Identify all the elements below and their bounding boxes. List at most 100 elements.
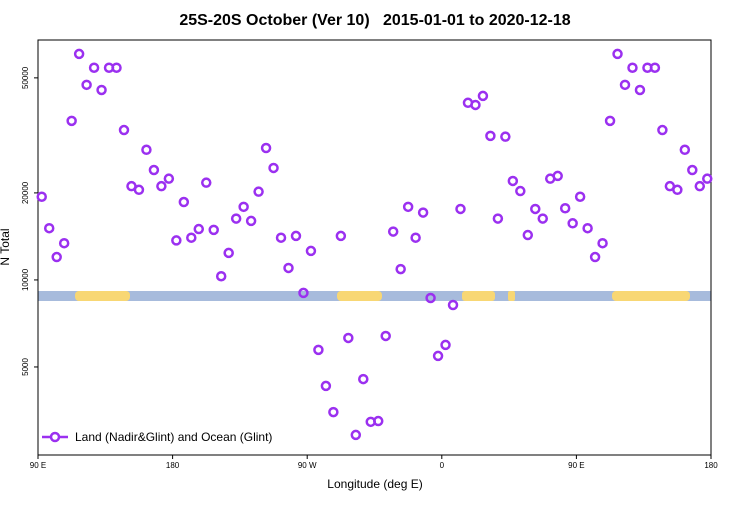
y-tick-label: 50000 bbox=[21, 66, 30, 89]
y-tick-label: 20000 bbox=[21, 181, 30, 204]
point bbox=[387, 226, 399, 237]
x-tick-label: 180 bbox=[704, 461, 718, 470]
point bbox=[612, 48, 623, 60]
point bbox=[417, 207, 429, 218]
point bbox=[537, 213, 548, 224]
point bbox=[485, 130, 496, 142]
point bbox=[313, 344, 324, 356]
point bbox=[133, 184, 145, 196]
point bbox=[96, 84, 107, 96]
point bbox=[358, 373, 369, 385]
point bbox=[328, 406, 339, 418]
point bbox=[163, 173, 175, 184]
point bbox=[193, 223, 205, 235]
point bbox=[679, 144, 691, 156]
point bbox=[223, 247, 234, 259]
point bbox=[178, 196, 190, 208]
point bbox=[208, 224, 219, 236]
map-strip bbox=[38, 291, 711, 301]
point bbox=[649, 62, 661, 73]
point bbox=[694, 180, 706, 192]
legend-label: Land (Nadir&Glint) and Ocean (Glint) bbox=[75, 430, 272, 444]
point bbox=[156, 180, 167, 192]
point bbox=[627, 62, 638, 73]
point bbox=[657, 124, 668, 136]
point bbox=[148, 164, 160, 176]
point bbox=[470, 99, 481, 111]
legend-marker bbox=[49, 431, 61, 443]
point bbox=[447, 299, 459, 311]
point bbox=[141, 144, 152, 156]
point bbox=[335, 230, 347, 242]
point bbox=[171, 235, 182, 246]
point bbox=[582, 222, 593, 234]
point bbox=[305, 245, 317, 257]
point bbox=[410, 232, 421, 243]
point bbox=[597, 237, 608, 249]
chart-title: 25S-20S October (Ver 10) 2015-01-01 to 2… bbox=[179, 12, 570, 29]
point bbox=[530, 203, 541, 215]
point bbox=[66, 115, 77, 127]
point bbox=[245, 215, 257, 227]
point bbox=[36, 191, 47, 202]
point bbox=[275, 232, 287, 243]
point bbox=[268, 162, 279, 174]
point bbox=[477, 90, 489, 102]
point bbox=[507, 175, 519, 187]
point bbox=[559, 202, 571, 214]
point bbox=[73, 48, 85, 60]
point bbox=[350, 429, 362, 441]
point bbox=[515, 185, 526, 197]
point bbox=[43, 222, 55, 234]
point bbox=[111, 62, 122, 73]
point bbox=[455, 203, 466, 215]
point bbox=[253, 186, 264, 197]
point bbox=[380, 330, 391, 342]
point bbox=[186, 232, 197, 243]
x-tick-label: 90 W bbox=[298, 461, 317, 470]
point bbox=[440, 339, 451, 351]
x-tick-label: 90 E bbox=[30, 461, 46, 470]
point bbox=[395, 263, 406, 275]
point bbox=[298, 287, 309, 299]
y-tick-label: 10000 bbox=[21, 268, 30, 291]
point bbox=[604, 115, 616, 127]
point bbox=[215, 270, 227, 282]
point bbox=[567, 218, 578, 229]
y-axis-label: N Total bbox=[0, 228, 12, 265]
point bbox=[589, 251, 601, 263]
point bbox=[51, 251, 62, 263]
point bbox=[118, 124, 130, 136]
x-tick-label: 180 bbox=[166, 461, 180, 470]
point bbox=[574, 191, 586, 202]
point bbox=[702, 173, 713, 184]
plot-frame bbox=[37, 39, 712, 456]
y-tick-label: 5000 bbox=[21, 358, 30, 376]
point bbox=[552, 170, 563, 182]
point bbox=[201, 177, 212, 188]
point bbox=[88, 62, 100, 73]
point bbox=[425, 292, 436, 304]
point bbox=[672, 184, 683, 196]
point bbox=[687, 164, 698, 176]
point bbox=[320, 380, 332, 392]
point bbox=[343, 332, 354, 344]
point bbox=[283, 262, 294, 274]
point bbox=[432, 350, 444, 362]
point bbox=[619, 79, 631, 91]
x-tick-label: 0 bbox=[440, 461, 445, 470]
point bbox=[290, 230, 302, 242]
point bbox=[238, 201, 249, 213]
point bbox=[402, 201, 414, 213]
point bbox=[372, 415, 384, 427]
point bbox=[260, 142, 272, 154]
point bbox=[500, 131, 511, 142]
point bbox=[81, 79, 92, 91]
point bbox=[634, 84, 646, 96]
point bbox=[522, 229, 534, 241]
x-tick-label: 90 E bbox=[568, 461, 584, 470]
point bbox=[58, 237, 70, 249]
point bbox=[492, 213, 504, 224]
